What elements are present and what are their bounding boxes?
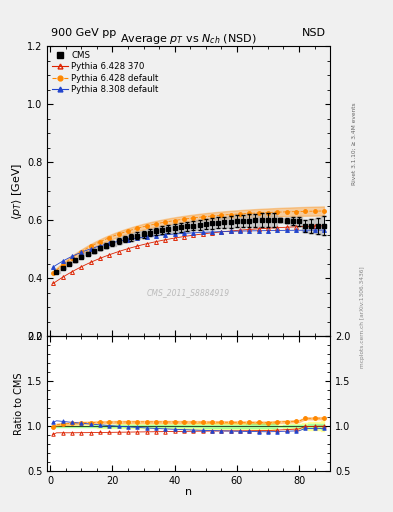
- Text: 900 GeV pp: 900 GeV pp: [51, 28, 116, 38]
- Legend: CMS, Pythia 6.428 370, Pythia 6.428 default, Pythia 8.308 default: CMS, Pythia 6.428 370, Pythia 6.428 defa…: [50, 49, 161, 96]
- Text: NSD: NSD: [302, 28, 326, 38]
- Text: mcplots.cern.ch [arXiv:1306.3436]: mcplots.cern.ch [arXiv:1306.3436]: [360, 267, 365, 368]
- Text: Rivet 3.1.10; ≥ 3.4M events: Rivet 3.1.10; ≥ 3.4M events: [352, 102, 357, 185]
- Y-axis label: Ratio to CMS: Ratio to CMS: [14, 372, 24, 435]
- X-axis label: n: n: [185, 487, 192, 497]
- Text: CMS_2011_S8884919: CMS_2011_S8884919: [147, 288, 230, 297]
- Y-axis label: $\langle p_T \rangle$ [GeV]: $\langle p_T \rangle$ [GeV]: [10, 163, 24, 220]
- Title: Average $p_T$ vs $N_{ch}$ (NSD): Average $p_T$ vs $N_{ch}$ (NSD): [120, 32, 257, 46]
